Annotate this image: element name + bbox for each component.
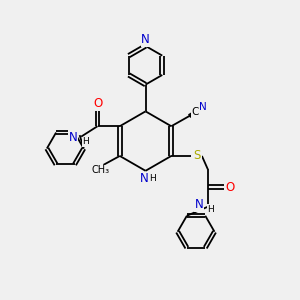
- Text: H: H: [207, 205, 214, 214]
- Text: N: N: [195, 199, 203, 212]
- Text: N: N: [140, 172, 148, 185]
- Text: O: O: [93, 98, 102, 110]
- Text: O: O: [226, 181, 235, 194]
- Text: C: C: [191, 107, 199, 117]
- Text: CH₃: CH₃: [92, 165, 110, 175]
- Text: N: N: [199, 103, 207, 112]
- Text: N: N: [141, 33, 150, 46]
- Text: N: N: [69, 131, 78, 144]
- Text: H: H: [82, 137, 89, 146]
- Text: S: S: [194, 149, 201, 162]
- Text: H: H: [149, 174, 156, 183]
